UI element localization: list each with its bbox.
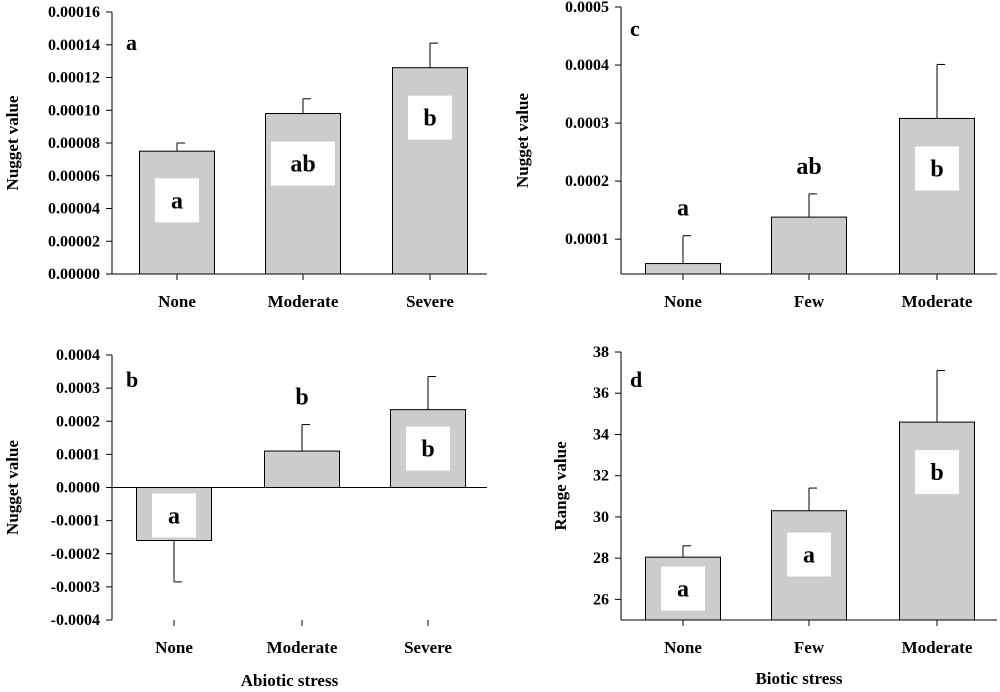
y-tick-label: 0.00006: [48, 168, 100, 185]
y-tick-label: 36: [593, 385, 609, 402]
y-tick-label: 0.00000: [48, 266, 100, 283]
panel-b: -0.0004 -0.0003 -0.0002 -0.0001 0.0000 0.0001…: [3, 347, 487, 690]
y-tick-label: 32: [593, 468, 609, 485]
y-tick-label: 0.00002: [48, 233, 100, 250]
panel-a: 0.00000 0.00002 0.00004 0.00006 0.00008 0.000…: [3, 4, 487, 311]
x-axis-title: Biotic stress: [755, 669, 842, 688]
sig-label-box: [661, 566, 705, 611]
y-tick-label: 0.00004: [48, 201, 100, 218]
y-tick-label: 0.0002: [565, 173, 609, 190]
x-tick-label: Few: [794, 292, 825, 311]
y-tick-label: 0.0002: [56, 413, 100, 430]
y-tick-label: 34: [593, 426, 609, 443]
x-tick-label: Moderate: [268, 292, 339, 311]
y-tick-label: -0.0004: [51, 612, 100, 629]
sig-letter: a: [168, 504, 180, 530]
y-tick-label: -0.0002: [51, 546, 100, 563]
y-tick-label: 0.0001: [565, 231, 609, 248]
bar-moderate: [265, 113, 341, 275]
y-tick-label: -0.0001: [51, 513, 100, 530]
y-tick-label: 26: [593, 591, 609, 608]
y-tick-label: 0.0005: [565, 0, 609, 16]
panel-d: 26 28 30 32 34 36 38 Range value d None a Few a Moder…: [551, 344, 997, 688]
panel-letter: b: [126, 367, 138, 392]
x-axis-title: Abiotic stress: [241, 671, 339, 690]
panel-c: 0.0001 0.0002 0.0003 0.0004 0.0005 Nugget val…: [513, 0, 997, 311]
bar-moderate: [264, 450, 340, 488]
y-tick-label: 38: [593, 344, 609, 361]
x-tick-label: Severe: [406, 292, 454, 311]
sig-letter: b: [423, 106, 436, 132]
sig-label-box: [152, 493, 196, 538]
y-tick-label: 0.0003: [56, 380, 100, 397]
sig-label-box: [406, 426, 450, 471]
bar-moderate: [899, 117, 975, 275]
y-tick-label: 0.00008: [48, 135, 100, 152]
x-tick-label: None: [664, 638, 702, 657]
y-tick-label: 0.00016: [48, 4, 100, 21]
y-axis-title: Nugget value: [3, 440, 22, 535]
sig-letter: b: [930, 460, 943, 486]
bar-none: [645, 263, 721, 275]
sig-letter: a: [803, 542, 815, 568]
y-tick-label: 0.00012: [48, 70, 100, 87]
y-tick-label: 30: [593, 509, 609, 526]
sig-letter: ab: [796, 154, 821, 180]
y-tick-label: 0.0003: [565, 115, 609, 132]
sig-label-box: [915, 146, 959, 191]
panel-letter: d: [630, 367, 642, 392]
y-tick-label: -0.0003: [51, 579, 100, 596]
x-tick-label: None: [155, 638, 193, 657]
x-tick-label: Few: [794, 638, 825, 657]
y-tick-label: 0.0004: [56, 347, 100, 364]
x-tick-label: Moderate: [267, 638, 338, 657]
y-tick-label: 0.0000: [56, 480, 100, 497]
sig-label-box: [155, 178, 199, 223]
y-axis-title: Range value: [551, 441, 570, 531]
y-axis-title: Nugget value: [513, 93, 532, 188]
panel-letter: c: [630, 16, 640, 41]
sig-letter: a: [677, 196, 689, 222]
y-axis-title: Nugget value: [3, 95, 22, 190]
sig-letter: a: [171, 188, 183, 214]
sig-letter: a: [677, 577, 689, 603]
x-tick-label: None: [664, 292, 702, 311]
panel-letter: a: [126, 30, 137, 55]
y-tick-label: 0.00010: [48, 102, 100, 119]
y-tick-label: 0.00014: [48, 37, 100, 54]
y-tick-label: 0.0004: [565, 57, 609, 74]
sig-label-box: [787, 532, 831, 577]
sig-label-box: [271, 141, 335, 186]
sig-label-box: [915, 450, 959, 495]
sig-letter: b: [930, 156, 943, 182]
sig-letter: b: [421, 437, 434, 463]
x-tick-label: Severe: [404, 638, 452, 657]
x-tick-label: Moderate: [902, 292, 973, 311]
y-tick-label: 28: [593, 550, 609, 567]
sig-label-box: [408, 95, 452, 140]
x-tick-label: Moderate: [902, 638, 973, 657]
bar-few: [771, 216, 847, 275]
sig-letter: b: [295, 385, 308, 411]
y-tick-label: 0.0001: [56, 446, 100, 463]
x-tick-label: None: [158, 292, 196, 311]
sig-letter: ab: [290, 152, 315, 178]
